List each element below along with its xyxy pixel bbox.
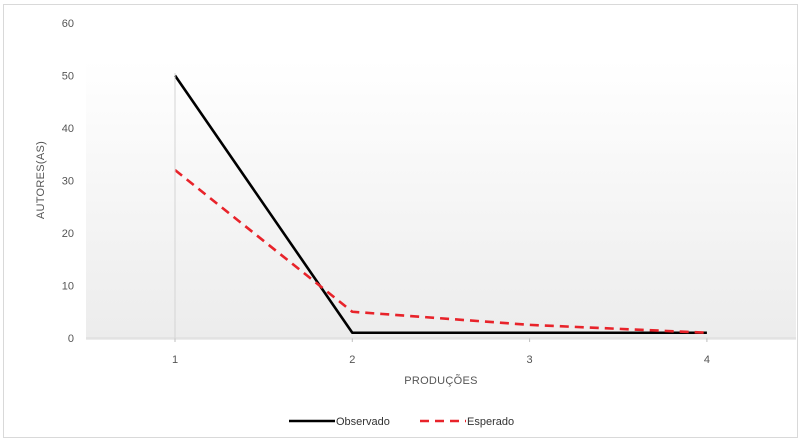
x-tick-label: 1 (172, 354, 178, 366)
legend-label-esperado: Esperado (467, 416, 514, 428)
y-tick-label: 30 (62, 176, 74, 188)
legend: Observado Esperado (289, 416, 514, 428)
y-tick-label: 50 (62, 71, 74, 83)
series-line-observado (173, 74, 707, 335)
y-tick-label: 40 (62, 123, 74, 135)
x-axis-title: PRODUÇÕES (404, 374, 478, 387)
series-line-esperado (174, 168, 707, 335)
x-tick-label: 4 (704, 354, 710, 366)
y-tick-label: 60 (62, 18, 74, 30)
x-tick-label: 3 (527, 354, 533, 366)
plot-area (86, 60, 796, 340)
y-tick-label: 0 (68, 333, 74, 345)
y-axis-title: AUTORES(AS) (35, 141, 47, 219)
y-tick-label: 20 (62, 228, 74, 240)
legend-label-observado: Observado (336, 416, 390, 428)
y-tick-label: 10 (62, 281, 74, 293)
x-tick-label: 2 (349, 354, 355, 366)
